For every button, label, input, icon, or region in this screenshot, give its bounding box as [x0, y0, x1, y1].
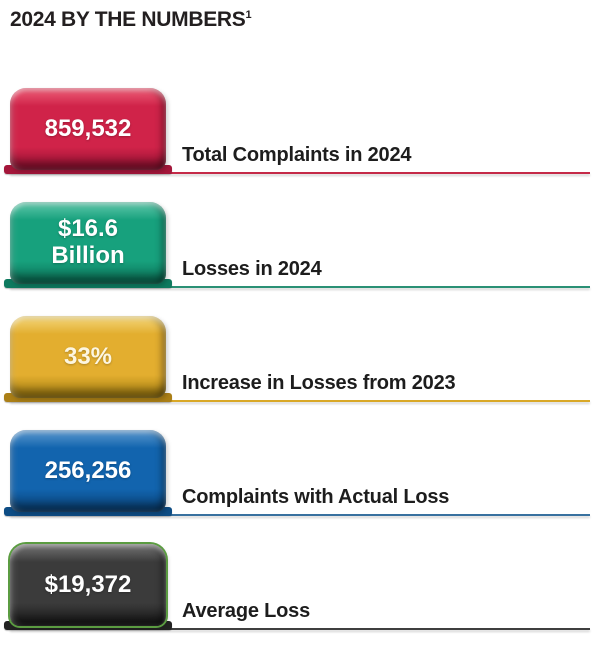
stat-label-area: Losses in 2024 — [166, 258, 590, 288]
stat-value-line2: Billion — [51, 242, 125, 269]
stat-value: 859,532 — [44, 114, 132, 142]
stat-value: $16.6 — [57, 215, 119, 243]
stat-label-area: Increase in Losses from 2023 — [166, 372, 590, 402]
stat-row-loss-increase: 33% Increase in Losses from 2023 — [4, 316, 590, 402]
stat-value: 256,256 — [44, 456, 132, 484]
stat-underline — [10, 400, 590, 402]
stat-row-total-complaints: 859,532 Total Complaints in 2024 — [4, 88, 590, 174]
title-footnote-marker: 1 — [245, 9, 252, 21]
stat-underline — [10, 628, 590, 630]
stat-value: $19,372 — [44, 570, 132, 598]
stat-underline — [10, 172, 590, 174]
page-title: 2024 BY THE NUMBERS1 — [10, 8, 590, 32]
badge-face: $16.6 Billion — [10, 202, 166, 284]
badge-face: 33% — [10, 316, 166, 398]
stat-row-average-loss: $19,372 Average Loss — [4, 544, 590, 630]
stat-label-area: Total Complaints in 2024 — [166, 144, 590, 174]
stat-label: Increase in Losses from 2023 — [182, 372, 456, 394]
stat-label: Average Loss — [182, 600, 311, 622]
stat-label: Losses in 2024 — [182, 258, 322, 280]
infographic-page: 2024 BY THE NUMBERS1 859,532 Total Compl… — [0, 8, 600, 650]
badge-face: 256,256 — [10, 430, 166, 512]
badge-face: 859,532 — [10, 88, 166, 170]
stat-badge: $19,372 — [4, 544, 172, 630]
stat-row-actual-loss-complaints: 256,256 Complaints with Actual Loss — [4, 430, 590, 516]
stat-badge: 33% — [4, 316, 172, 402]
stat-underline — [10, 286, 590, 288]
stat-label: Complaints with Actual Loss — [182, 486, 450, 508]
stat-label-area: Average Loss — [166, 600, 590, 630]
stat-underline — [10, 514, 590, 516]
stat-value: 33% — [63, 342, 113, 370]
stat-badge: 256,256 — [4, 430, 172, 516]
page-title-text: 2024 BY THE NUMBERS — [10, 8, 246, 31]
stat-badge: 859,532 — [4, 88, 172, 174]
badge-face: $19,372 — [10, 544, 166, 626]
stat-badge: $16.6 Billion — [4, 202, 172, 288]
stat-row-losses: $16.6 Billion Losses in 2024 — [4, 202, 590, 288]
stat-label: Total Complaints in 2024 — [182, 144, 412, 166]
stat-label-area: Complaints with Actual Loss — [166, 486, 590, 516]
